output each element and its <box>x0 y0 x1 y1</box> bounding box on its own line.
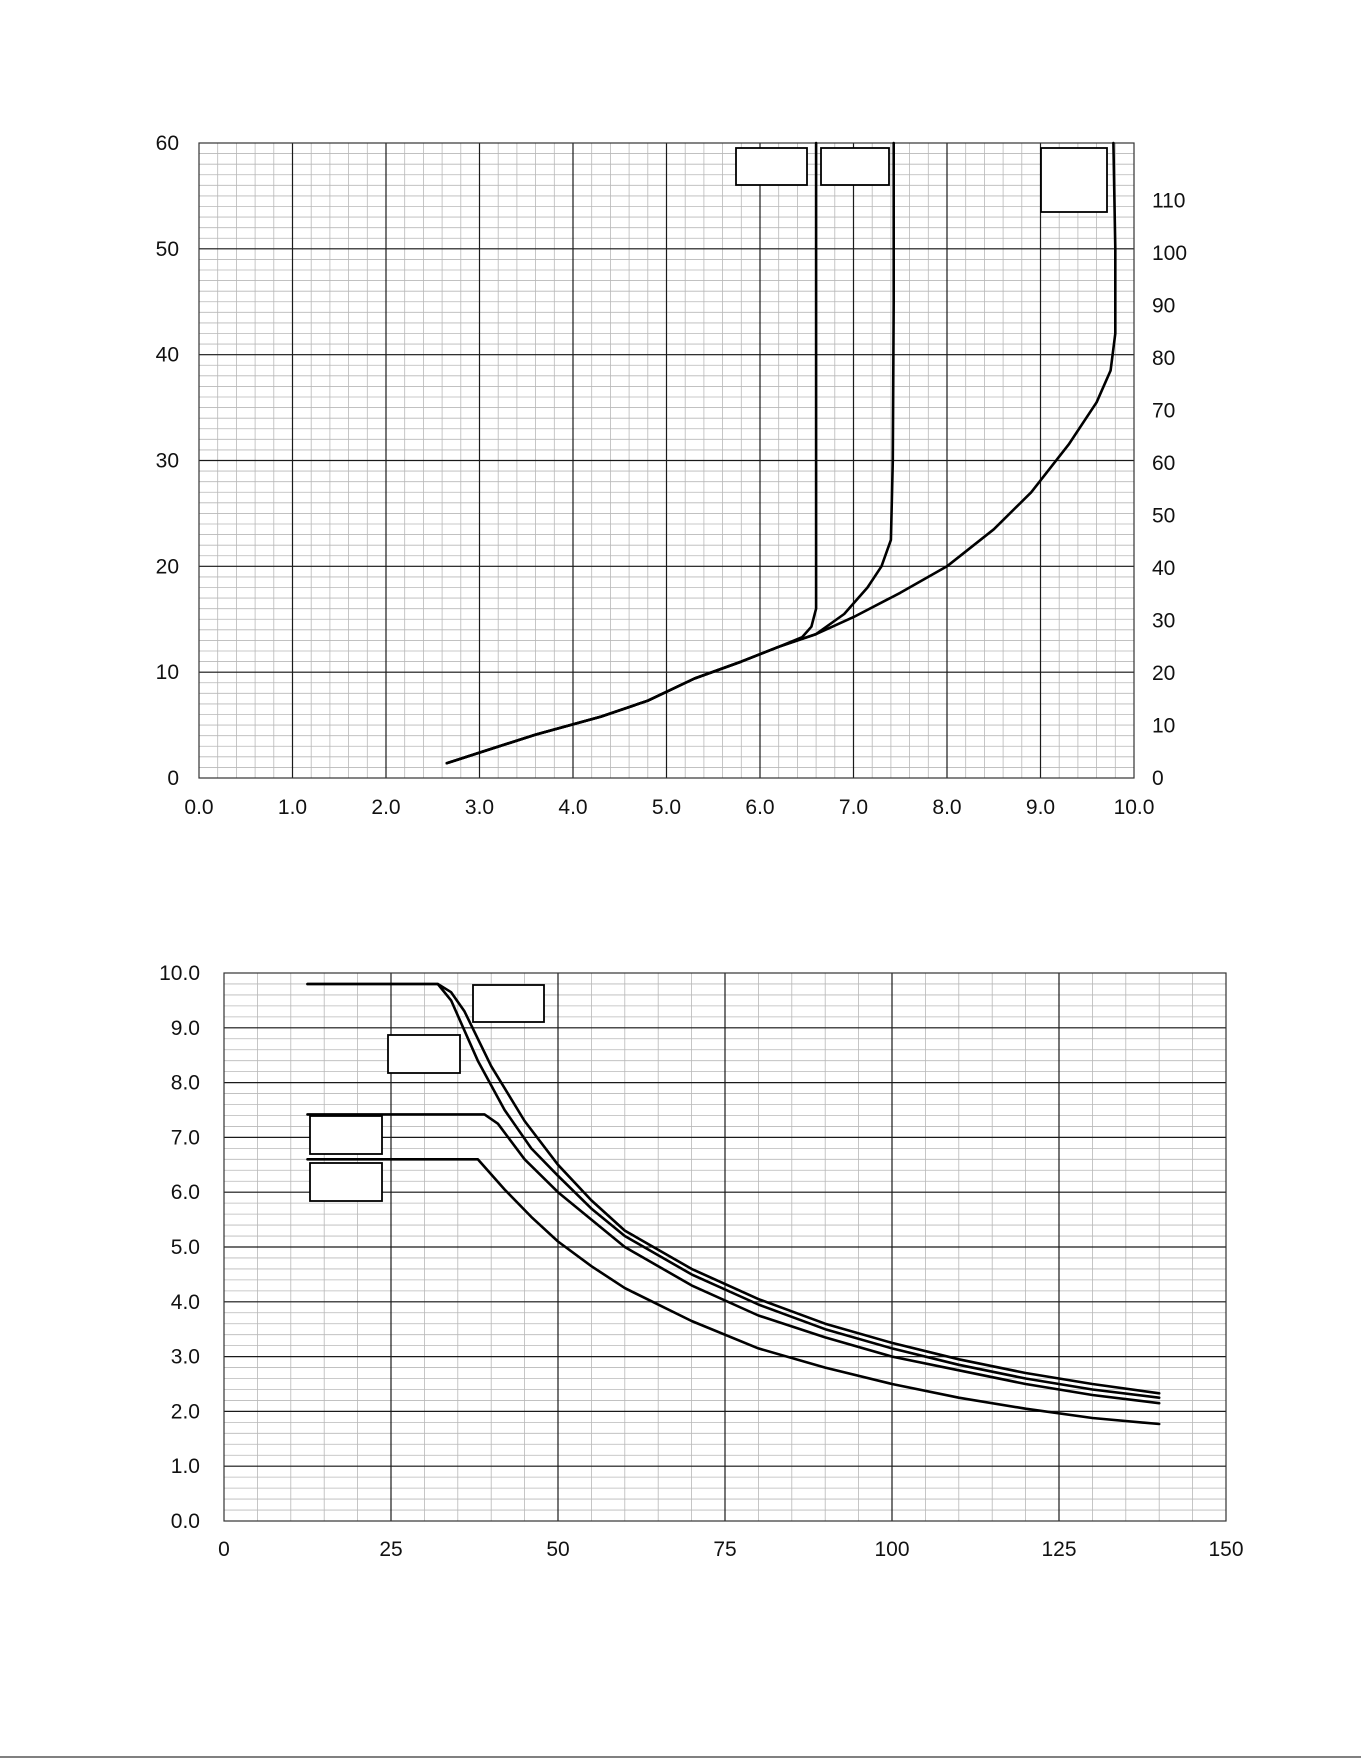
x-tick-label: 5.0 <box>652 796 681 819</box>
blank-label-box-1 <box>735 147 808 186</box>
x-tick-label: 6.0 <box>745 796 774 819</box>
x-tick-label: 75 <box>713 1538 736 1561</box>
x-tick-label: 125 <box>1041 1538 1076 1561</box>
x-tick-label: 100 <box>874 1538 909 1561</box>
y-tick-label: 50 <box>156 238 179 261</box>
series-line-1 <box>306 982 1161 1395</box>
blank-label-box-3 <box>1040 147 1108 213</box>
y-tick-label: 1.0 <box>171 1455 200 1478</box>
x-tick-label: 7.0 <box>839 796 868 819</box>
y-tick-label: 7.0 <box>171 1126 200 1149</box>
chart-2: 0 25 50 75 100 125 150 0.0 1.0 2.0 3.0 4.0 5.0 6.0 7.0… <box>159 962 1243 1561</box>
plot-area-border <box>223 972 1227 1522</box>
y-tick-label: 6.0 <box>171 1181 200 1204</box>
y2-tick-label: 0 <box>1152 767 1164 790</box>
y-tick-label: 40 <box>156 344 179 367</box>
y2-tick-label: 60 <box>1152 452 1175 475</box>
y2-tick-label: 20 <box>1152 662 1175 685</box>
y2-tick-label: 50 <box>1152 505 1175 528</box>
blank-label-box-1 <box>472 984 545 1023</box>
series-line-1 <box>445 141 818 765</box>
x-tick-label: 0.0 <box>184 796 213 819</box>
series-line-2 <box>445 141 896 765</box>
blank-label-box-2 <box>387 1034 461 1074</box>
y-tick-label: 9.0 <box>171 1017 200 1040</box>
series-line-3 <box>306 1113 1161 1405</box>
series-line-3 <box>445 141 1117 765</box>
series-line-4 <box>306 1158 1161 1426</box>
y-tick-label: 2.0 <box>171 1400 200 1423</box>
y2-tick-label: 90 <box>1152 295 1175 318</box>
blank-label-box-2 <box>820 147 890 186</box>
x-tick-label: 150 <box>1208 1538 1243 1561</box>
y2-tick-label: 30 <box>1152 610 1175 633</box>
blank-label-box-4 <box>309 1162 383 1202</box>
y-tick-label: 0 <box>167 767 179 790</box>
x-tick-label: 3.0 <box>465 796 494 819</box>
x-tick-label: 9.0 <box>1026 796 1055 819</box>
y2-tick-label: 110 <box>1152 190 1185 213</box>
y2-tick-label: 80 <box>1152 347 1175 370</box>
y-tick-label: 0.0 <box>171 1510 200 1533</box>
y2-tick-label: 40 <box>1152 557 1175 580</box>
chart-1: 0.0 1.0 2.0 3.0 4.0 5.0 6.0 7.0 8.0 9.0 10.0 0 10 20 3… <box>156 132 1187 819</box>
y-tick-label: 8.0 <box>171 1072 200 1095</box>
y-tick-label: 10 <box>156 661 179 684</box>
y2-tick-label: 70 <box>1152 400 1175 423</box>
x-tick-label: 8.0 <box>932 796 961 819</box>
x-tick-label: 2.0 <box>371 796 400 819</box>
y-tick-label: 5.0 <box>171 1236 200 1259</box>
x-tick-label: 25 <box>379 1538 402 1561</box>
y2-tick-label: 100 <box>1152 242 1187 265</box>
x-tick-label: 50 <box>546 1538 569 1561</box>
x-tick-label: 1.0 <box>278 796 307 819</box>
series-line-2 <box>306 982 1161 1399</box>
y-tick-label: 60 <box>156 132 179 155</box>
y-tick-label: 3.0 <box>171 1346 200 1369</box>
blank-label-box-3 <box>309 1115 383 1155</box>
y-tick-label: 10.0 <box>159 962 200 985</box>
y2-tick-label: 10 <box>1152 715 1175 738</box>
y-tick-label: 30 <box>156 450 179 473</box>
plot-area-border <box>198 142 1135 779</box>
x-tick-label: 10.0 <box>1114 796 1155 819</box>
x-tick-label: 4.0 <box>558 796 587 819</box>
y-tick-label: 20 <box>156 555 179 578</box>
x-tick-label: 0 <box>218 1538 230 1561</box>
y-tick-label: 4.0 <box>171 1291 200 1314</box>
